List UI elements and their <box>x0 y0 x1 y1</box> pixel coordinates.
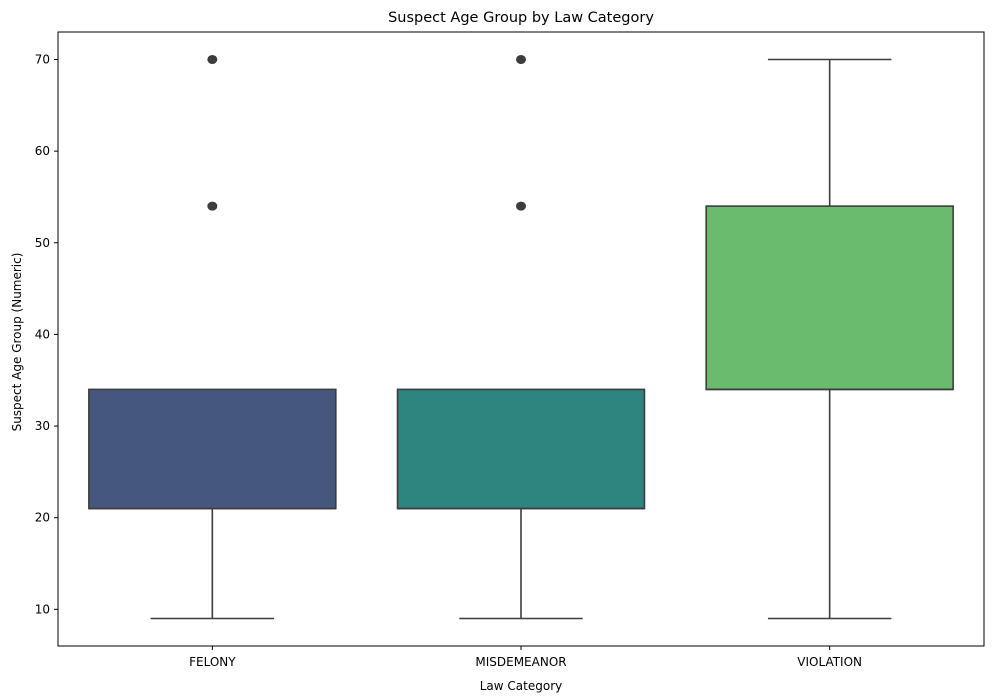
y-tick-label-10: 10 <box>35 602 50 616</box>
box-misdemeanor <box>396 388 646 510</box>
y-tick-label-70: 70 <box>35 52 50 66</box>
y-axis-label: Suspect Age Group (Numeric) <box>10 253 24 432</box>
box-felony <box>88 388 337 510</box>
x-tick-label-violation: VIOLATION <box>797 655 862 669</box>
outlier-felony-54 <box>207 201 218 211</box>
x-tick-label-felony: FELONY <box>189 655 236 669</box>
plot-area: 10 20 30 40 50 60 70 FELONY MISDEMEANOR VIOLATION <box>35 31 985 669</box>
outlier-felony-70 <box>207 54 218 64</box>
y-tick-label-20: 20 <box>35 511 50 525</box>
outlier-misdemeanor-70 <box>516 54 526 64</box>
x-axis-label: Law Category <box>480 679 562 693</box>
y-tick-label-60: 60 <box>35 144 50 158</box>
chart-title: Suspect Age Group by Law Category <box>388 10 654 26</box>
y-tick-label-30: 30 <box>35 419 50 433</box>
x-tick-label-misdemeanor: MISDEMEANOR <box>475 655 566 669</box>
box-violation <box>705 205 954 391</box>
y-tick-label-40: 40 <box>35 327 50 341</box>
outlier-misdemeanor-54 <box>516 201 526 211</box>
y-tick-label-50: 50 <box>35 236 50 250</box>
